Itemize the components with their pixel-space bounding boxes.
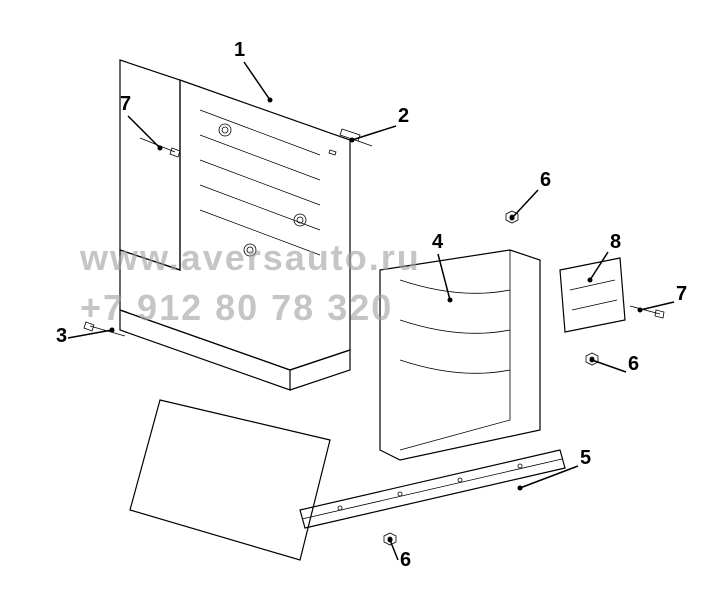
leader-7b [640, 302, 674, 310]
callout-6c: 6 [400, 549, 411, 571]
leader-3 [68, 330, 112, 338]
callout-7a: 7 [120, 93, 131, 115]
leader-2 [352, 126, 396, 140]
part-5-strip [300, 450, 565, 528]
leader-1 [244, 62, 270, 100]
watermark-line-1: www.aversauto.ru [79, 237, 421, 278]
part-8-bracket [560, 258, 625, 332]
callout-2: 2 [398, 105, 409, 127]
part-1-main-panel [120, 60, 350, 390]
callout-6a: 6 [540, 169, 551, 191]
leader-7a [128, 116, 160, 148]
leader-6a [512, 190, 538, 218]
callout-4: 4 [432, 231, 444, 253]
part-4-secondary-guard [380, 250, 540, 460]
callout-7b: 7 [676, 283, 687, 305]
exploded-view-diagram: www.aversauto.ru +7 912 80 78 320 1 2 3 … [0, 0, 713, 614]
callout-1: 1 [234, 39, 245, 61]
leader-4 [438, 254, 450, 300]
callout-5: 5 [580, 447, 591, 469]
leader-5 [520, 466, 578, 488]
watermark-line-2: +7 912 80 78 320 [80, 287, 393, 328]
callout-8: 8 [610, 231, 621, 253]
callout-6b: 6 [628, 353, 639, 375]
leader-8 [590, 252, 608, 280]
leader-6b [592, 360, 626, 372]
part-rubber-flap [130, 400, 330, 560]
callout-3: 3 [56, 325, 67, 347]
